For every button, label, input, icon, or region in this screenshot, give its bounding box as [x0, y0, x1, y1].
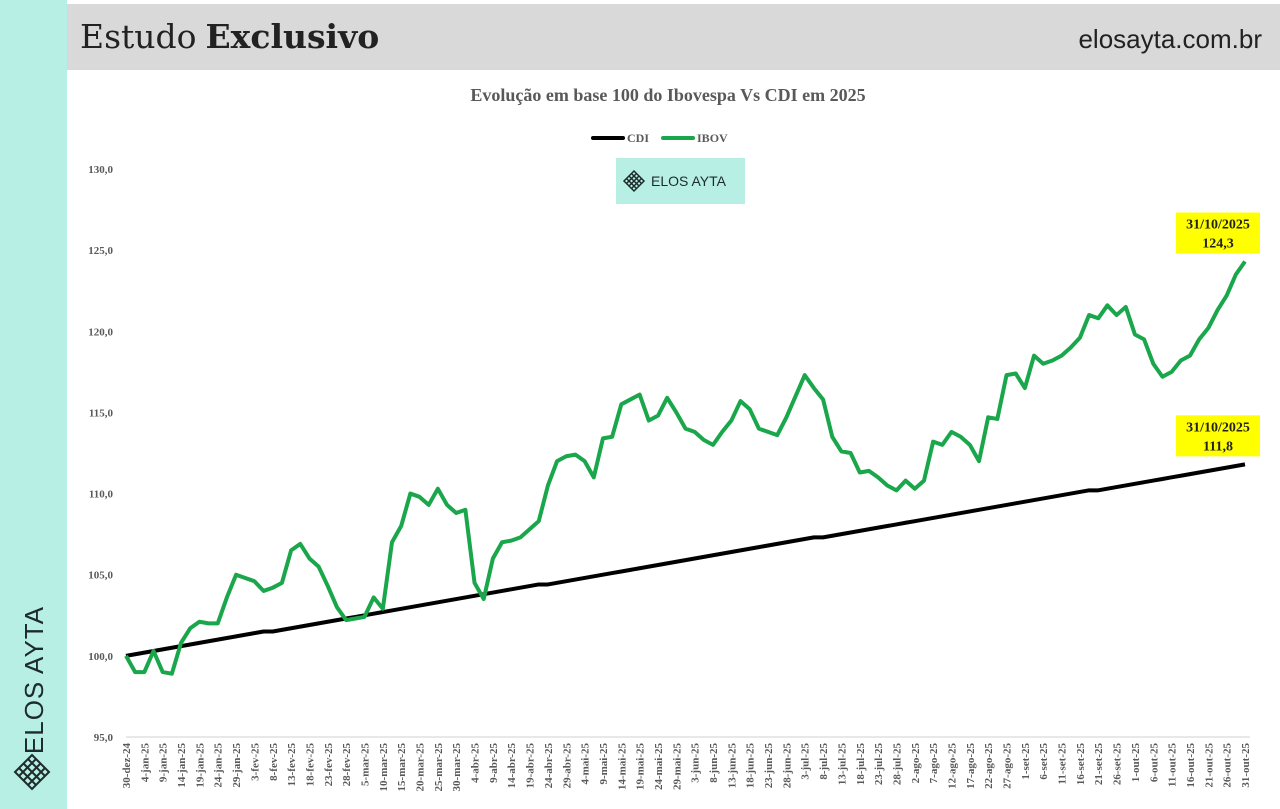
x-tick-label: 18-jul-25	[855, 743, 867, 786]
x-tick-label: 8-fev-25	[268, 743, 280, 781]
x-tick-label: 12-ago-25	[946, 743, 958, 789]
x-tick-label: 24-mai-25	[653, 743, 665, 791]
sidebar	[0, 0, 67, 809]
x-tick-label: 1-set-25	[1020, 743, 1032, 780]
x-tick-label: 4-abr-25	[470, 743, 482, 783]
x-tick-label: 24-abr-25	[543, 743, 555, 789]
x-tick-label: 31-out-25	[1240, 743, 1252, 788]
x-tick-label: 3-jun-25	[690, 743, 702, 783]
annotation-value: 111,8	[1203, 439, 1233, 454]
x-tick-label: 23-fev-25	[323, 743, 335, 787]
x-tick-label: 23-jun-25	[763, 743, 775, 789]
x-tick-label: 13-jun-25	[726, 743, 738, 789]
x-tick-label: 5-mar-25	[359, 743, 371, 786]
x-tick-label: 14-abr-25	[506, 743, 518, 789]
x-tick-label: 11-out-25	[1167, 743, 1179, 788]
y-tick-label: 95,0	[94, 732, 114, 744]
watermark-logo	[622, 169, 646, 193]
x-tick-label: 28-jul-25	[891, 743, 903, 786]
x-tick-label: 10-mar-25	[378, 743, 390, 792]
x-tick-label: 9-jan-25	[158, 743, 170, 783]
x-tick-label: 13-jul-25	[836, 743, 848, 786]
header-title: Estudo Exclusivo	[80, 17, 379, 56]
header-title-bold: Exclusivo	[206, 17, 380, 56]
x-tick-label: 3-fev-25	[249, 743, 261, 781]
annotation-box	[1176, 212, 1260, 254]
annotation: 31/10/2025 124,3	[1176, 212, 1260, 254]
x-tick-label: 22-ago-25	[983, 743, 995, 789]
legend-label: IBOV	[697, 131, 728, 145]
chart-title: Evolução em base 100 do Ibovespa Vs CDI …	[470, 85, 865, 105]
y-tick-label: 105,0	[88, 570, 113, 582]
series-line	[124, 260, 1247, 676]
x-tick-label: 2-ago-25	[910, 743, 922, 784]
x-tick-label: 6-out-25	[1148, 743, 1160, 783]
annotation-date: 31/10/2025	[1186, 420, 1250, 435]
x-tick-label: 26-set-25	[1112, 743, 1124, 786]
x-tick-label: 11-set-25	[1057, 743, 1069, 785]
x-tick-label: 17-ago-25	[965, 743, 977, 789]
y-tick-label: 100,0	[88, 651, 113, 663]
x-tick-label: 29-abr-25	[561, 743, 573, 789]
x-tick-label: 30-dez-24	[121, 743, 133, 789]
watermark-text: ELOS AYTA	[651, 173, 727, 189]
x-tick-label: 15-mar-25	[396, 743, 408, 792]
x-tick-label: 9-abr-25	[488, 743, 500, 783]
x-tick-label: 14-jan-25	[176, 743, 188, 788]
x-tick-label: 9-mai-25	[598, 743, 610, 785]
x-tick-label: 29-jan-25	[231, 743, 243, 788]
x-tick-label: 18-jun-25	[745, 743, 757, 789]
annotation: 31/10/2025 111,8	[1176, 415, 1260, 457]
y-tick-label: 120,0	[88, 326, 113, 338]
x-tick-label: 18-fev-25	[304, 743, 316, 787]
x-tick-label: 1-out-25	[1130, 743, 1142, 783]
x-tick-label: 28-fev-25	[341, 743, 353, 787]
x-tick-label: 21-out-25	[1203, 743, 1215, 788]
y-tick-label: 130,0	[88, 164, 113, 176]
x-tick-label: 19-abr-25	[525, 743, 537, 789]
x-tick-label: 8-jul-25	[818, 743, 830, 780]
watermark-box	[616, 158, 745, 204]
x-tick-label: 26-out-25	[1222, 743, 1234, 788]
x-tick-label: 14-mai-25	[616, 743, 628, 791]
x-tick-label: 4-mai-25	[580, 743, 592, 785]
y-tick-label: 110,0	[89, 489, 114, 501]
sidebar-brand: ELOS AYTA	[19, 606, 49, 754]
sidebar-logo	[13, 753, 51, 791]
legend-label: CDI	[627, 131, 649, 145]
y-tick-label: 115,0	[89, 407, 114, 419]
x-tick-label: 16-set-25	[1075, 743, 1087, 786]
x-tick-label: 23-jul-25	[873, 743, 885, 786]
x-tick-label: 19-jan-25	[194, 743, 206, 788]
annotation-box	[1176, 415, 1260, 457]
x-tick-label: 30-mar-25	[451, 743, 463, 792]
x-tick-label: 19-mai-25	[635, 743, 647, 791]
x-tick-label: 8-jun-25	[708, 743, 720, 783]
x-tick-label: 3-jul-25	[800, 743, 812, 780]
series-line	[125, 462, 1246, 658]
x-tick-label: 6-set-25	[1038, 743, 1050, 780]
y-tick-label: 125,0	[88, 245, 113, 257]
x-tick-label: 28-jun-25	[781, 743, 793, 789]
annotation-value: 124,3	[1202, 237, 1234, 252]
x-tick-label: 21-set-25	[1093, 743, 1105, 786]
x-tick-label: 7-ago-25	[928, 743, 940, 784]
header-bar	[67, 4, 1280, 70]
x-tick-label: 20-mar-25	[415, 743, 427, 792]
annotation-date: 31/10/2025	[1186, 218, 1250, 233]
header-site: elosayta.com.br	[1078, 24, 1262, 54]
x-tick-label: 16-out-25	[1185, 743, 1197, 788]
x-tick-label: 29-mai-25	[671, 743, 683, 791]
x-tick-label: 4-jan-25	[139, 743, 151, 783]
x-tick-label: 13-fev-25	[286, 743, 298, 787]
x-tick-label: 25-mar-25	[433, 743, 445, 792]
x-tick-label: 27-ago-25	[1002, 743, 1014, 789]
x-tick-label: 24-jan-25	[213, 743, 225, 788]
header-title-regular: Estudo	[80, 17, 197, 56]
